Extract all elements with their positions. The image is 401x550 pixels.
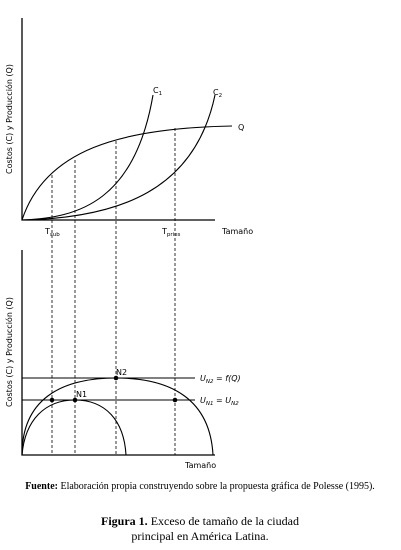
x-label: Tamaño — [221, 227, 253, 236]
utility-lines — [22, 377, 195, 401]
point-label: N2 — [116, 368, 127, 377]
y-label: Costos (C) y Producción (Q) — [4, 297, 14, 407]
point-label: N1 — [76, 390, 87, 399]
text-part: 2 — [219, 93, 223, 99]
text-part: C — [213, 88, 219, 97]
curve-label: C2 — [213, 88, 222, 99]
curve-q — [21, 125, 233, 221]
line-label: UN2 = f(Q) — [200, 374, 241, 385]
text-part: = f(Q) — [213, 374, 240, 383]
tick-label: Tsub — [44, 227, 60, 238]
y-label: Costos (C) y Producción (Q) — [4, 64, 14, 174]
text-part: N2 — [231, 401, 239, 407]
x-label: Tamaño — [184, 461, 216, 470]
text-part: pries — [167, 232, 181, 238]
text-part: sub — [50, 232, 60, 238]
curve-label: Q — [238, 123, 244, 132]
arc-small — [21, 399, 127, 456]
text-part: Elaboración propia construyendo sobre la… — [58, 481, 375, 492]
points — [49, 375, 178, 403]
text-part: 1 — [159, 91, 163, 97]
text-part: N1 — [206, 401, 214, 407]
caption: principal en América Latina. — [131, 529, 268, 543]
text-part: N2 — [206, 379, 214, 385]
text-part: Figura 1. — [101, 514, 148, 528]
text-part: C — [153, 86, 159, 95]
top-axes — [21, 18, 215, 221]
text-part: Fuente: — [25, 481, 58, 492]
source: Fuente: Elaboración propia construyendo … — [25, 481, 375, 492]
text-part: Q — [238, 123, 244, 132]
text-part: T — [161, 227, 167, 236]
tick-label: Tpries — [161, 227, 181, 238]
guide-lines — [51, 128, 176, 455]
text-part: = U — [213, 396, 231, 405]
caption: Figura 1. Exceso de tamaño de la ciudad — [101, 514, 299, 528]
text-part: T — [44, 227, 50, 236]
text-part: U — [200, 396, 206, 405]
arc-big — [21, 377, 214, 456]
text-part: U — [200, 374, 206, 383]
curve-label: C1 — [153, 86, 162, 97]
curve-c1 — [21, 94, 154, 221]
line-label: UN1 = UN2 — [200, 396, 239, 407]
text-part: Exceso de tamaño de la ciudad — [148, 514, 299, 528]
curve-c2 — [21, 94, 216, 221]
